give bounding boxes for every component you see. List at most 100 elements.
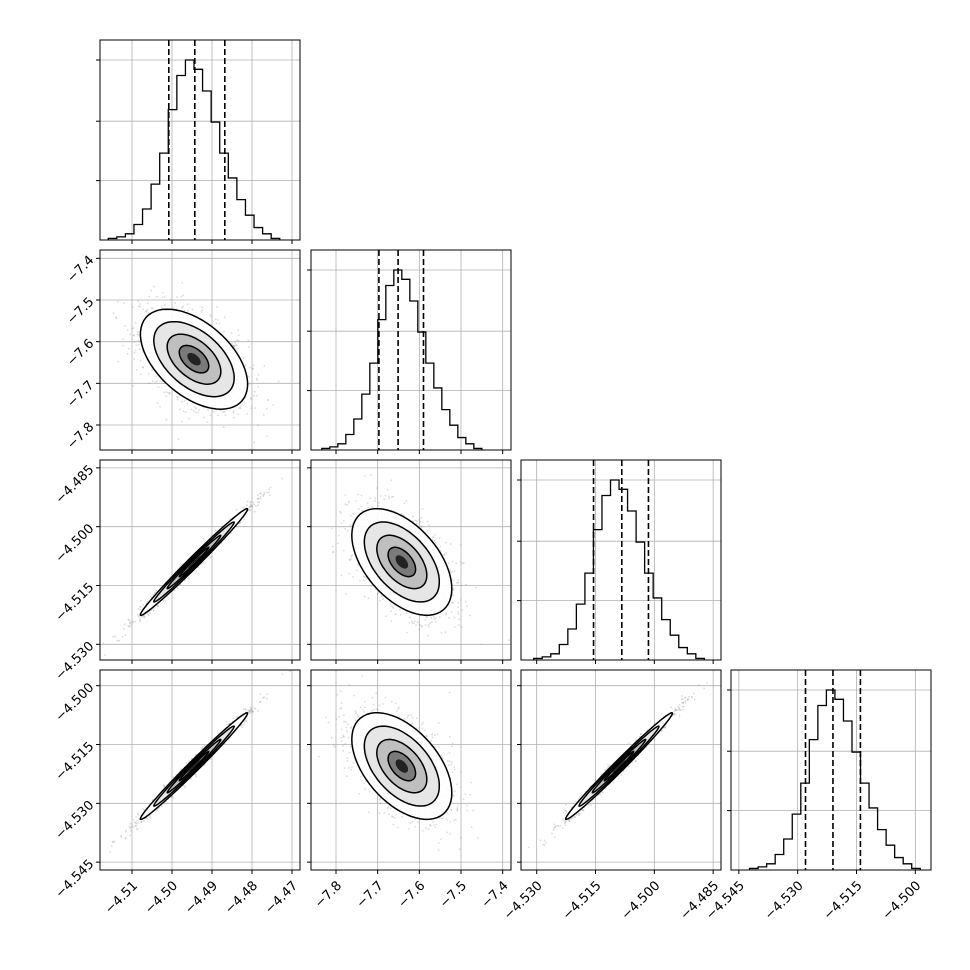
sample-point <box>224 414 227 417</box>
sample-point <box>156 605 159 608</box>
sample-point <box>465 605 468 608</box>
sample-point <box>367 597 370 600</box>
sample-point <box>225 720 228 723</box>
sample-point <box>242 708 245 710</box>
sample-point <box>136 613 139 616</box>
sample-point <box>253 503 256 506</box>
sample-point <box>413 620 416 622</box>
sample-point <box>391 496 393 498</box>
sample-point <box>118 639 121 642</box>
sample-point <box>453 626 456 628</box>
sample-point <box>242 357 245 360</box>
sample-point <box>215 322 218 325</box>
sample-point <box>237 413 239 416</box>
sample-point <box>420 526 423 529</box>
sample-point <box>345 593 347 595</box>
sample-point <box>444 631 447 633</box>
sample-point <box>379 599 381 602</box>
sample-point <box>177 398 180 401</box>
contour-2 <box>166 333 222 385</box>
sample-point <box>128 619 130 622</box>
sample-point <box>383 498 386 500</box>
sample-point <box>259 495 262 498</box>
sample-point <box>425 624 427 626</box>
sample-point <box>439 545 442 548</box>
density-level-4 <box>187 352 201 366</box>
sample-point <box>391 605 393 607</box>
sample-point <box>231 342 233 345</box>
sample-point <box>176 396 178 398</box>
sample-point <box>147 372 150 375</box>
panel-frame <box>310 249 512 451</box>
sample-point <box>161 291 164 294</box>
sample-point <box>137 343 140 346</box>
sample-point <box>168 392 171 395</box>
sample-point <box>445 552 447 554</box>
sample-point <box>164 304 166 307</box>
sample-point <box>181 306 184 309</box>
sample-point <box>164 600 167 602</box>
sample-point <box>137 607 140 610</box>
sample-point <box>414 519 417 522</box>
sample-point <box>129 333 131 336</box>
sample-point <box>350 557 353 560</box>
sample-point <box>465 583 467 586</box>
sample-point <box>376 487 378 490</box>
sample-point <box>239 407 242 410</box>
y-tick-label: −7.6 <box>64 336 97 369</box>
sample-point <box>390 479 393 482</box>
sample-point <box>418 628 421 631</box>
sample-point <box>134 349 137 352</box>
sample-point <box>182 410 185 413</box>
sample-point <box>411 515 414 518</box>
sample-point <box>426 520 429 523</box>
sample-point <box>252 367 255 370</box>
sample-point <box>369 474 372 477</box>
sample-point <box>112 635 115 638</box>
sample-point <box>263 493 266 496</box>
sample-point <box>155 375 158 377</box>
sample-point <box>390 620 393 623</box>
sample-point <box>246 500 249 503</box>
sample-point <box>133 334 136 337</box>
sample-point <box>457 601 460 604</box>
sample-point <box>457 579 460 582</box>
sample-point <box>443 553 446 556</box>
sample-point <box>135 825 138 828</box>
sample-point <box>427 625 430 628</box>
sample-point <box>349 524 352 527</box>
sample-point <box>173 307 175 309</box>
y-tick-label: −7.4 <box>64 253 97 286</box>
sample-point <box>249 366 251 369</box>
sample-point <box>459 560 462 563</box>
sample-point <box>247 375 250 378</box>
sample-point <box>390 610 392 613</box>
sample-point <box>249 397 252 399</box>
sample-point <box>156 402 159 405</box>
sample-point <box>452 589 455 591</box>
sample-point <box>254 407 256 409</box>
sample-point <box>259 492 261 495</box>
sample-point <box>167 392 170 394</box>
sample-point <box>445 541 447 544</box>
sample-point <box>449 543 452 545</box>
sample-point <box>132 327 135 330</box>
sample-point <box>256 379 259 382</box>
sample-point <box>104 654 106 657</box>
sample-point <box>154 381 157 383</box>
sample-point <box>161 296 164 299</box>
sample-point <box>144 310 147 313</box>
sample-point <box>249 503 252 506</box>
sample-point <box>253 441 256 444</box>
sample-point <box>209 556 212 559</box>
sample-point <box>413 622 415 624</box>
sample-point <box>256 497 259 500</box>
sample-point <box>362 579 365 582</box>
sample-point <box>252 364 255 367</box>
sample-point <box>354 500 357 502</box>
sample-point <box>143 616 146 619</box>
sample-point <box>235 508 238 511</box>
sample-point <box>384 494 387 497</box>
sample-point <box>281 477 284 480</box>
